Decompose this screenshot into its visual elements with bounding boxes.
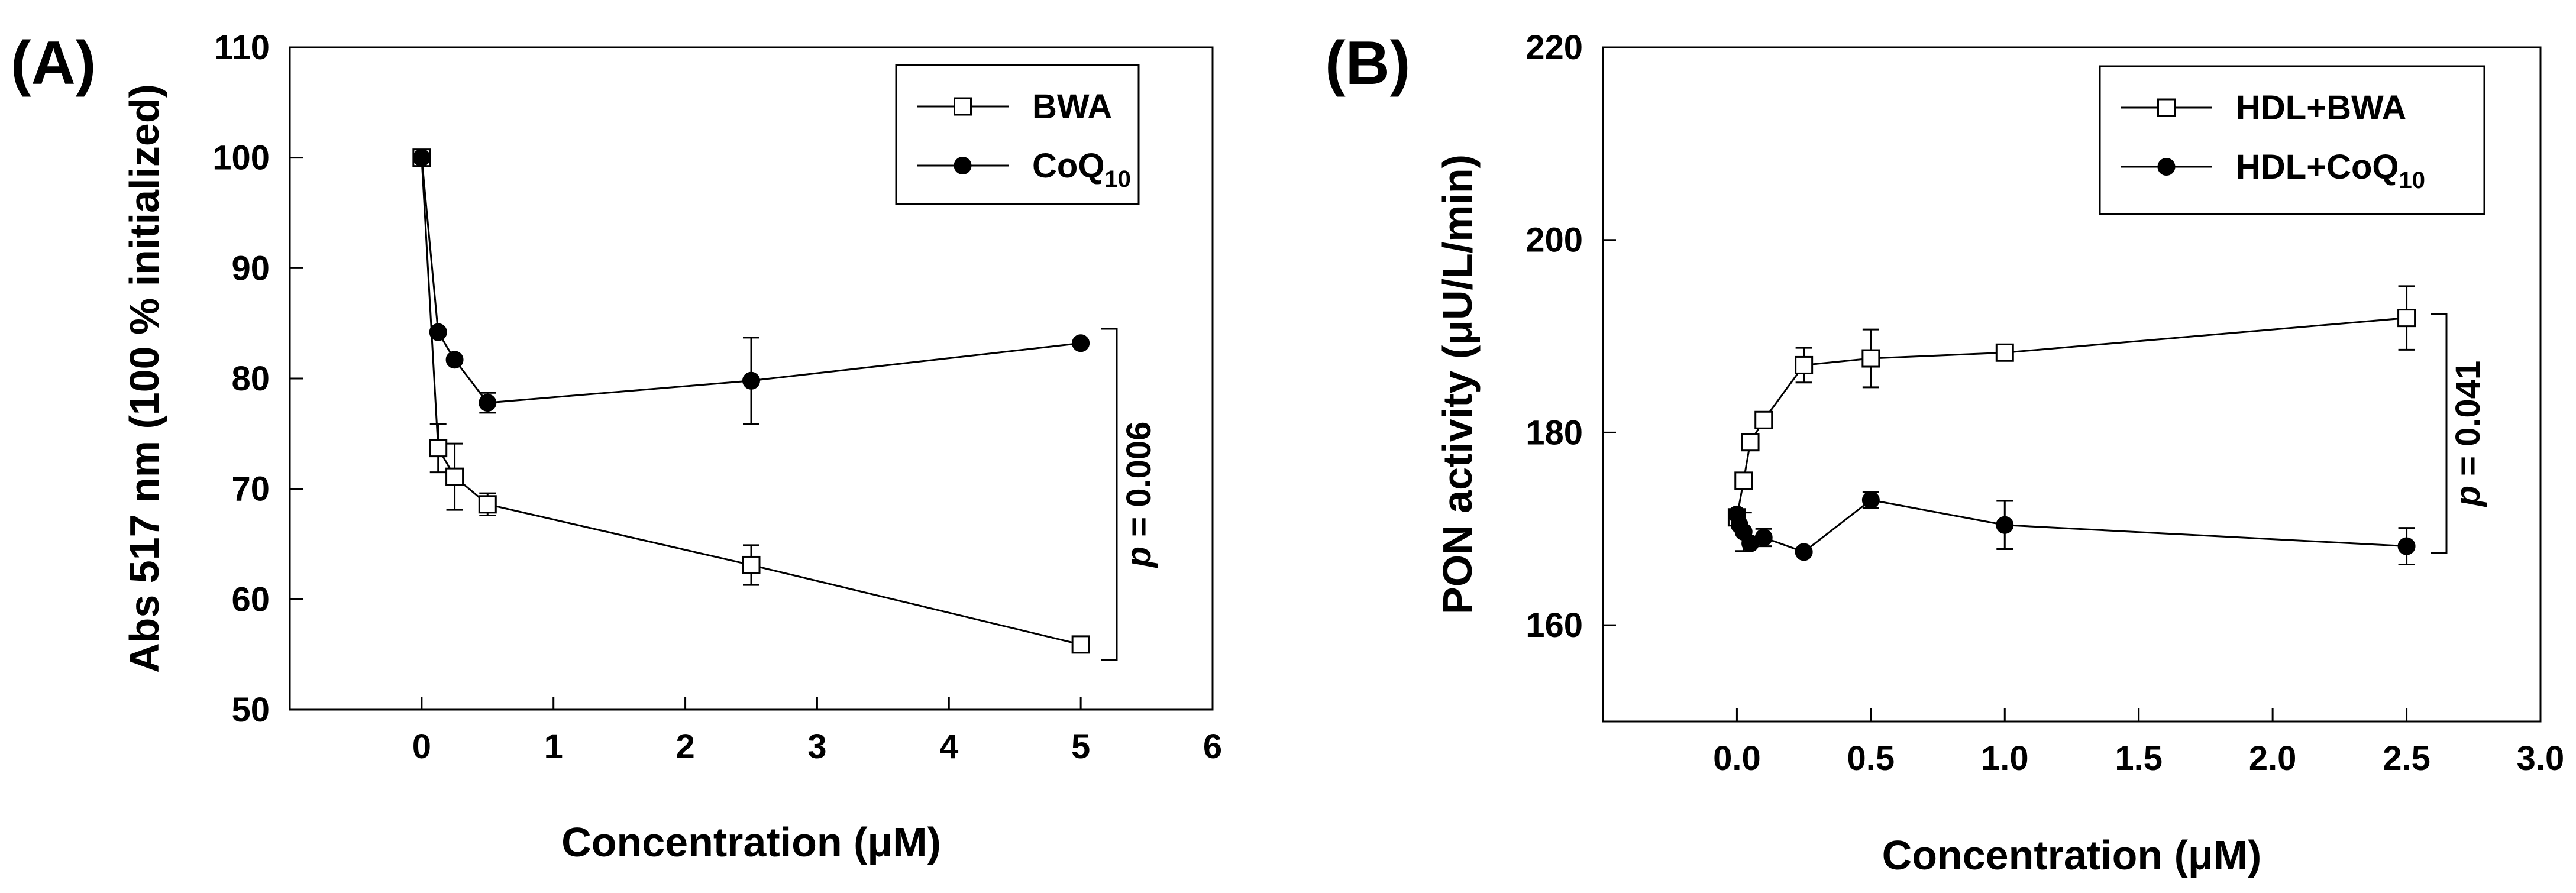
x-tick-label: 3 bbox=[807, 727, 826, 766]
panel-b-x-axis: 0.0 0.5 1.0 1.5 2.0 2.5 3.0 bbox=[1713, 708, 2564, 778]
series-1 bbox=[412, 148, 1090, 425]
x-tick-label: 0.5 bbox=[1847, 739, 1895, 778]
panel-b-legend: HDL+BWA HDL+CoQ10 bbox=[2099, 65, 2485, 215]
panel-b-p-number: = 0.041 bbox=[2449, 361, 2487, 486]
series-0 bbox=[1727, 285, 2416, 527]
y-tick-label: 70 bbox=[231, 470, 270, 509]
panel-a-p-value: p = 0.006 bbox=[1120, 422, 1158, 569]
data-point bbox=[1795, 355, 1814, 374]
legend-label: HDL+CoQ10 bbox=[2236, 148, 2425, 193]
x-tick-label: 2 bbox=[675, 727, 694, 766]
bracket-line bbox=[1101, 328, 1118, 661]
series-line bbox=[421, 157, 1081, 646]
y-tick-label: 110 bbox=[214, 28, 270, 67]
data-point bbox=[2397, 309, 2416, 328]
legend-marker bbox=[2157, 158, 2176, 176]
panel-a-y-axis-title: Abs 517 nm (100 % initialized) bbox=[121, 84, 167, 673]
data-point bbox=[1754, 528, 1773, 546]
panel-a-x-axis: 0 1 2 3 4 5 6 bbox=[412, 697, 1222, 766]
series-line bbox=[421, 157, 1081, 404]
y-tick-label: 60 bbox=[231, 580, 270, 619]
data-point bbox=[1861, 349, 1880, 368]
series-line bbox=[1735, 317, 2407, 518]
data-point bbox=[1995, 343, 2014, 362]
bracket-line bbox=[2431, 313, 2448, 554]
x-tick-label: 2.5 bbox=[2383, 739, 2430, 778]
panel-b-y-axis: 160 180 200 220 bbox=[1525, 28, 1616, 645]
x-tick-label: 3.0 bbox=[2517, 739, 2565, 778]
legend-marker bbox=[954, 157, 972, 174]
panel-b-letter: (B) bbox=[1325, 29, 1410, 98]
y-tick-label: 80 bbox=[231, 360, 270, 398]
data-point bbox=[1795, 543, 1813, 561]
data-point bbox=[1734, 471, 1753, 490]
x-tick-label: 5 bbox=[1071, 727, 1090, 766]
data-point bbox=[1071, 635, 1090, 654]
panel-b-x-axis-title: Concentration (μM) bbox=[1882, 832, 2262, 878]
panel-a-series bbox=[412, 148, 1090, 654]
data-point bbox=[429, 323, 447, 341]
data-point bbox=[742, 555, 761, 574]
legend-label: HDL+BWA bbox=[2236, 89, 2406, 127]
y-tick-label: 50 bbox=[231, 691, 270, 729]
y-tick-label: 200 bbox=[1525, 221, 1583, 260]
panel-a-x-axis-title: Concentration (μM) bbox=[561, 819, 941, 865]
y-tick-label: 160 bbox=[1525, 606, 1583, 645]
data-point bbox=[742, 371, 760, 390]
legend-label: CoQ10 bbox=[1032, 147, 1131, 192]
data-point bbox=[412, 148, 431, 167]
data-point bbox=[1996, 516, 2014, 534]
panel-b-chart: (B) 160 180 200 220 0.0 0.5 1.0 1.5 2.0 2.5 3.0 C… bbox=[1325, 28, 2564, 878]
legend-marker bbox=[2157, 98, 2176, 117]
data-point bbox=[445, 467, 464, 486]
legend-entry: CoQ10 bbox=[917, 147, 1131, 192]
panel-b-y-axis-title: PON activity (μU/L/min) bbox=[1434, 154, 1481, 614]
y-tick-label: 220 bbox=[1525, 28, 1583, 67]
panel-b-p-symbol: p bbox=[2449, 486, 2487, 507]
data-point bbox=[429, 439, 448, 458]
series-1 bbox=[1728, 491, 2416, 566]
series-line bbox=[1735, 499, 2407, 554]
data-point bbox=[478, 495, 497, 514]
data-point bbox=[1741, 433, 1760, 452]
x-tick-label: 2.0 bbox=[2249, 739, 2297, 778]
x-tick-label: 1 bbox=[544, 727, 563, 766]
data-point bbox=[479, 394, 497, 412]
x-tick-label: 6 bbox=[1203, 727, 1222, 766]
panel-a-legend: BWA CoQ10 bbox=[895, 64, 1140, 205]
data-point bbox=[1754, 410, 1773, 429]
data-point bbox=[1072, 334, 1090, 352]
panel-a-letter: (A) bbox=[11, 29, 96, 98]
y-tick-label: 90 bbox=[231, 249, 270, 287]
data-point bbox=[2397, 537, 2416, 555]
x-tick-label: 1.0 bbox=[1981, 739, 2029, 778]
legend-entry: BWA bbox=[917, 88, 1112, 126]
x-tick-label: 4 bbox=[939, 727, 958, 766]
data-point bbox=[1861, 491, 1880, 509]
x-tick-label: 0 bbox=[412, 727, 431, 766]
legend-entry: HDL+BWA bbox=[2121, 89, 2406, 127]
panel-b-p-value: p = 0.041 bbox=[2449, 361, 2487, 508]
panel-a-significance-bracket bbox=[1101, 328, 1118, 661]
panel-b-legend-box bbox=[2099, 65, 2485, 215]
legend-entry: HDL+CoQ10 bbox=[2121, 148, 2425, 193]
panel-b-series bbox=[1727, 285, 2416, 566]
panel-a-p-symbol: p bbox=[1120, 546, 1158, 568]
panel-a-y-axis: 50 60 70 80 90 100 110 bbox=[212, 28, 303, 729]
panel-a-chart: (A) 50 60 70 80 90 100 110 0 1 2 3 4 5 6 Concentrati… bbox=[11, 28, 1222, 865]
x-tick-label: 0.0 bbox=[1713, 739, 1761, 778]
x-tick-label: 1.5 bbox=[2115, 739, 2163, 778]
panel-a-p-number: = 0.006 bbox=[1120, 422, 1158, 546]
panel-a-legend-box bbox=[895, 64, 1140, 205]
series-0 bbox=[412, 148, 1090, 654]
data-point bbox=[445, 351, 464, 369]
y-tick-label: 100 bbox=[212, 139, 270, 177]
panel-b-plot-area bbox=[1602, 46, 2542, 723]
panel-b-significance-bracket bbox=[2431, 313, 2448, 554]
legend-label: BWA bbox=[1032, 88, 1112, 126]
y-tick-label: 180 bbox=[1525, 413, 1583, 452]
legend-marker bbox=[954, 97, 972, 116]
